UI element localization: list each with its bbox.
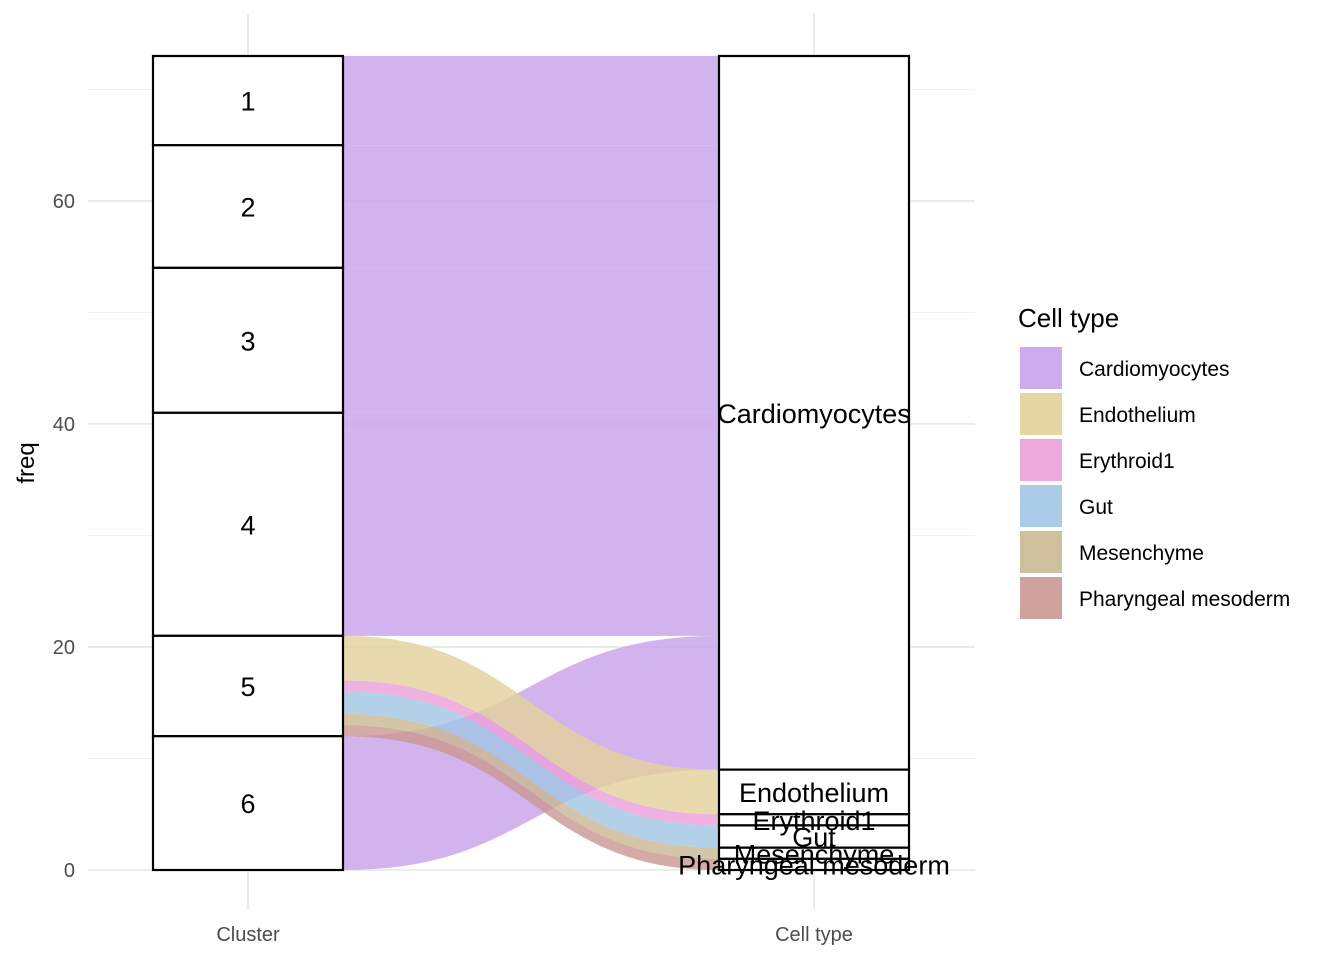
strata: 1 2 3 4 5 6 Cardiomyocytes EndotheliumErythroid… (151, 54, 950, 880)
stratum-label: Erythroid1 (752, 806, 875, 836)
legend-key (1020, 485, 1062, 527)
flow-ribbon (343, 145, 719, 268)
legend-key (1020, 531, 1062, 573)
stratum-label: Gut (792, 823, 836, 853)
flow-ribbon (343, 635, 719, 815)
stratum-box (151, 634, 345, 738)
flows (343, 56, 719, 870)
legend-key (1020, 439, 1062, 481)
y-axis-title: freq (13, 442, 40, 483)
legend-label: Gut (1079, 496, 1113, 519)
flow-ribbon (343, 56, 719, 146)
x-tick-label: Cluster (216, 924, 280, 946)
flow-ribbon (343, 680, 719, 826)
y-tick-label: 0 (64, 860, 75, 882)
stratum-box (717, 857, 911, 872)
stratum-label: Pharyngeal mesoderm (678, 850, 950, 880)
stratum-label: 3 (240, 326, 255, 356)
axes: 0 20 40 60 Cluster Cell type (53, 191, 853, 946)
y-tick-label: 40 (53, 414, 75, 436)
stratum-label: 2 (240, 193, 255, 223)
stratum-box (717, 54, 911, 771)
flow-ribbon (343, 267, 719, 413)
flow-ribbon (343, 691, 719, 848)
legend-label: Cardiomyocytes (1079, 358, 1230, 381)
stratum-label: 6 (240, 789, 255, 819)
stratum-label: 5 (240, 672, 255, 702)
legend-label: Mesenchyme (1079, 542, 1204, 565)
legend: Cell type Cardiomyocytes Endothelium Eryth… (1018, 303, 1290, 619)
stratum-label: Endothelium (739, 778, 889, 808)
legend-title: Cell type (1018, 303, 1119, 333)
flow-ribbon (343, 412, 719, 636)
legend-key (1020, 393, 1062, 435)
legend-label: Endothelium (1079, 404, 1196, 427)
flow-ribbon (343, 725, 719, 870)
stratum-label: 1 (240, 87, 255, 117)
stratum-label: 4 (240, 510, 255, 540)
stratum-box (717, 768, 911, 816)
legend-label: Pharyngeal mesoderm (1079, 588, 1290, 611)
x-tick-label: Cell type (775, 924, 853, 946)
legend-label: Erythroid1 (1079, 450, 1175, 473)
stratum-label: Cardiomyocytes (717, 399, 911, 429)
legend-key (1020, 577, 1062, 619)
flow-ribbon (343, 713, 719, 859)
stratum-label: Mesenchyme (734, 839, 895, 869)
y-tick-label: 60 (53, 191, 75, 213)
stratum-box (151, 735, 345, 872)
legend-key (1020, 347, 1062, 389)
y-tick-label: 20 (53, 637, 75, 659)
